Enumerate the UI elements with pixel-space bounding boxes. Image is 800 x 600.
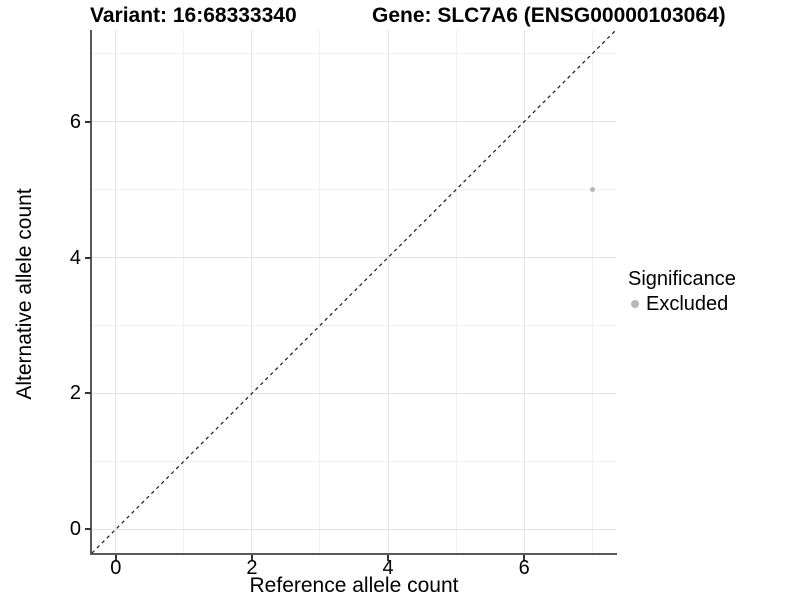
legend-item-label: Excluded: [646, 293, 729, 315]
y-axis-tick-label: 4: [69, 246, 81, 269]
legend-item-excluded: Excluded: [628, 292, 736, 316]
gridline-horizontal-major: [92, 257, 616, 259]
y-axis-tick-mark: [85, 392, 91, 395]
gridline-vertical-major: [251, 30, 253, 553]
legend-key-circle-icon: [631, 300, 639, 308]
y-axis-tick-mark: [85, 120, 91, 123]
x-axis-line: [90, 553, 617, 555]
gridline-horizontal-major: [92, 392, 616, 394]
gridline-vertical-major: [115, 30, 117, 553]
identity-dashed-line: [91, 29, 617, 554]
gridline-horizontal-minor: [92, 460, 616, 462]
gridline-vertical-minor: [319, 30, 321, 553]
gridline-vertical-minor: [455, 30, 457, 553]
gridline-horizontal-major: [92, 121, 616, 123]
x-axis-tick-label: 0: [110, 557, 122, 579]
y-axis-tick-label: 0: [69, 518, 81, 541]
gridline-horizontal-major: [92, 528, 616, 530]
data-point: [589, 187, 595, 193]
legend-title: Significance: [628, 268, 736, 290]
gridline-vertical-minor: [591, 30, 593, 553]
y-axis-line: [90, 30, 92, 555]
y-axis-tick-label: 2: [69, 382, 81, 405]
x-axis-tick-label: 2: [246, 557, 258, 579]
gridline-horizontal-minor: [92, 189, 616, 191]
gridline-vertical-major: [387, 30, 389, 553]
gridline-vertical-minor: [183, 30, 185, 553]
gridline-horizontal-minor: [92, 53, 616, 55]
y-axis-tick-mark: [85, 256, 91, 259]
x-axis-tick-mark: [250, 555, 253, 561]
gridline-horizontal-minor: [92, 324, 616, 326]
y-axis-tick-mark: [85, 528, 91, 531]
gridline-vertical-major: [523, 30, 525, 553]
x-axis-title: Reference allele count: [249, 574, 459, 597]
y-axis-tick-label: 6: [69, 110, 81, 133]
x-axis-tick-mark: [523, 555, 526, 561]
x-axis-tick-label: 6: [518, 557, 530, 579]
legend: Significance Excluded: [628, 267, 736, 316]
x-axis-tick-label: 4: [382, 557, 394, 579]
plot-title-gene: Gene: SLC7A6 (ENSG00000103064): [372, 4, 726, 27]
plot-title-variant: Variant: 16:68333340: [90, 4, 297, 27]
x-axis-tick-mark: [114, 555, 117, 561]
plot-panel: [91, 29, 617, 554]
x-axis-tick-mark: [387, 555, 390, 561]
